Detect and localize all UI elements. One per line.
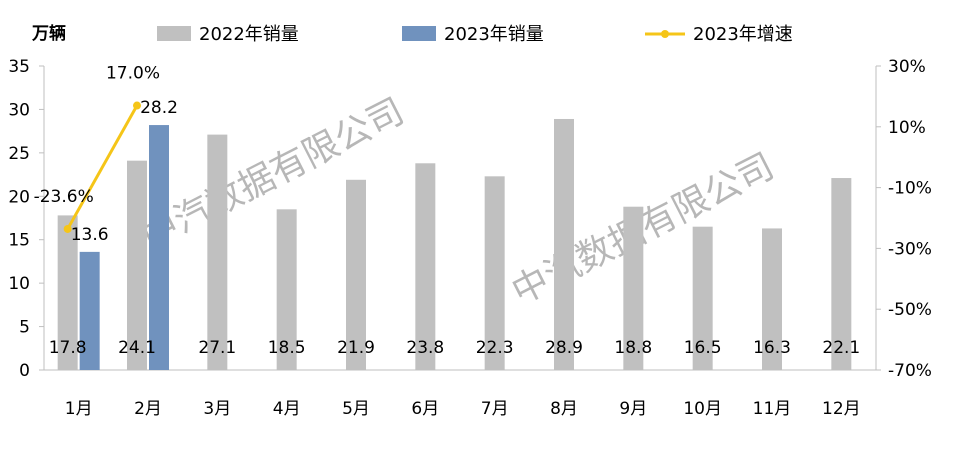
- y-tick-label: 10: [8, 274, 30, 294]
- y2-tick-label: -30%: [888, 239, 932, 259]
- y-tick-label: 25: [8, 144, 30, 164]
- y2-tick-label: -10%: [888, 179, 932, 199]
- x-tick-label: 1月: [65, 399, 93, 419]
- y-axis-unit-label: 万辆: [31, 23, 66, 44]
- x-tick-label: 6月: [411, 399, 439, 419]
- bar-2022: [207, 134, 228, 370]
- growth-data-label: 17.0%: [106, 64, 160, 84]
- legend: 2022年销量 2023年销量 2023年增速: [157, 24, 793, 45]
- bar-2022: [762, 228, 782, 370]
- data-label-2022: 18.8: [614, 338, 652, 358]
- y-tick-label: 15: [8, 231, 30, 251]
- y-tick-label: 0: [19, 361, 30, 381]
- bar-2022: [57, 215, 78, 370]
- data-label-2022: 22.3: [476, 338, 514, 358]
- growth-data-label: -23.6%: [34, 187, 94, 207]
- watermarks: 中汽数据有限公司中汽数据有限公司: [135, 91, 780, 313]
- x-tick-label: 12月: [822, 399, 861, 419]
- data-label-2022: 24.1: [118, 338, 156, 358]
- bar-2023: [79, 251, 100, 370]
- data-label-2022: 18.5: [268, 338, 306, 358]
- data-label-2022: 22.1: [822, 338, 860, 358]
- y-tick-label: 35: [8, 57, 30, 77]
- x-tick-label: 7月: [481, 399, 509, 419]
- data-label-2022: 23.8: [406, 338, 444, 358]
- data-label-2022: 16.5: [684, 338, 722, 358]
- data-label-2022: 17.8: [49, 338, 87, 358]
- bar-2022: [623, 206, 644, 370]
- growth-point: [133, 101, 141, 110]
- bar-2022: [692, 226, 713, 370]
- bar-2023: [149, 125, 169, 370]
- x-tick-label: 10月: [683, 399, 722, 419]
- y2-tick-label: -50%: [888, 300, 932, 320]
- y-tick-label: 20: [8, 187, 30, 207]
- x-tick-label: 8月: [550, 399, 578, 419]
- data-label-2023: 13.6: [71, 225, 109, 245]
- series-2022-bars: [57, 118, 852, 371]
- bar-2022: [484, 176, 505, 370]
- x-tick-label: 9月: [619, 399, 647, 419]
- data-label-2023: 28.2: [140, 98, 178, 118]
- data-label-2022: 21.9: [337, 338, 375, 358]
- data-label-2022: 16.3: [753, 338, 791, 358]
- y2-tick-label: -70%: [888, 361, 932, 381]
- x-tick-label: 5月: [342, 399, 370, 419]
- x-tick-label: 4月: [273, 399, 301, 419]
- y-tick-label: 30: [8, 100, 30, 120]
- x-tick-label: 11月: [753, 399, 792, 419]
- data-label-2022: 28.9: [545, 338, 583, 358]
- growth-line: [66, 104, 139, 230]
- bar-2022: [831, 178, 852, 370]
- legend-swatch-2022: [157, 26, 191, 41]
- x-tick-label: 2月: [134, 399, 162, 419]
- axes: 0 5 10 15 20 25 30 35 -70% -50% -30% -10% 10% 30% 1月 2月…: [8, 57, 932, 419]
- legend-label-growth: 2023年增速: [693, 24, 793, 45]
- bar-2022: [415, 163, 436, 370]
- legend-label-2022: 2022年销量: [199, 24, 299, 45]
- series-growth-line: [63, 101, 141, 233]
- legend-swatch-growth-marker: [661, 30, 669, 38]
- bar-2022: [276, 209, 297, 370]
- series-2023-bars: [79, 125, 169, 370]
- data-label-2022: 27.1: [198, 338, 236, 358]
- x-tick-label: 3月: [203, 399, 231, 419]
- data-labels: 17.8 13.6 24.1 28.2 27.1 18.5 21.9 23.8 22.3 28.9…: [34, 64, 861, 358]
- bar-2022: [127, 160, 147, 370]
- bar-2022: [554, 118, 574, 371]
- y2-tick-label: 30%: [888, 57, 926, 77]
- y-tick-label: 5: [19, 318, 30, 338]
- legend-swatch-2023: [402, 26, 436, 41]
- y2-tick-label: 10%: [888, 118, 926, 138]
- bar-2022: [346, 179, 366, 370]
- growth-point: [63, 224, 72, 233]
- legend-label-2023: 2023年销量: [444, 24, 544, 45]
